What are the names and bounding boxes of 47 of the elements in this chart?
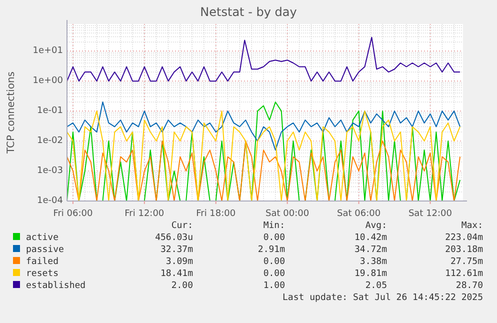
text: 223.04m — [445, 233, 483, 243]
text: Last update: Sat Jul 26 14:45:22 2025 — [282, 293, 483, 303]
line-series — [67, 102, 461, 151]
text: 1.00 — [263, 281, 285, 291]
x-tick-label: Fri 12:00 — [124, 209, 164, 219]
text: 2.00 — [171, 281, 193, 291]
text: Cur: — [171, 221, 193, 231]
x-tick-label: Sat 12:00 — [408, 209, 452, 219]
x-tick-label: Sat 00:00 — [266, 209, 310, 219]
text: 3.38m — [360, 257, 387, 267]
text: 112.61m — [445, 269, 483, 279]
line-series — [67, 140, 461, 202]
y-tick-label: 1e-04 — [37, 196, 64, 206]
text: 32.37m — [160, 245, 193, 255]
text: 19.81m — [354, 269, 387, 279]
text: 3.09m — [166, 257, 193, 267]
text: 28.70 — [456, 281, 483, 291]
text: Min: — [263, 221, 285, 231]
chart-title: Netstat - by day — [200, 5, 297, 19]
y-tick-label: 1e-03 — [37, 166, 63, 176]
text: 203.18m — [445, 245, 483, 255]
text: 2.91m — [258, 245, 285, 255]
text: 27.75m — [450, 257, 483, 267]
y-tick-label: 1e+00 — [32, 76, 64, 86]
legend-label: resets — [26, 269, 59, 279]
legend-label: active — [26, 233, 59, 243]
text: 0.00 — [263, 233, 285, 243]
legend-label: passive — [26, 245, 64, 255]
text: 2.05 — [365, 281, 387, 291]
legend-label: established — [26, 281, 86, 291]
y-tick-label: 1e+01 — [32, 46, 63, 56]
text: 0.00 — [263, 257, 285, 267]
legend-label: failed — [26, 257, 59, 267]
text: Max: — [461, 221, 483, 231]
y-tick-label: 1e-01 — [37, 106, 63, 116]
line-series — [67, 36, 461, 82]
x-tick-label: Fri 18:00 — [196, 209, 236, 219]
text: 10.42m — [354, 233, 387, 243]
text: 34.72m — [354, 245, 387, 255]
text: 456.03u — [155, 233, 193, 243]
x-tick-label: Sat 06:00 — [337, 209, 381, 219]
y-tick-label: 1e-02 — [37, 136, 63, 146]
y-axis-title: TCP connections — [6, 71, 17, 155]
text: 0.00 — [263, 269, 285, 279]
text: Avg: — [365, 221, 387, 231]
text: 18.41m — [160, 269, 193, 279]
x-tick-label: Fri 06:00 — [53, 209, 93, 219]
